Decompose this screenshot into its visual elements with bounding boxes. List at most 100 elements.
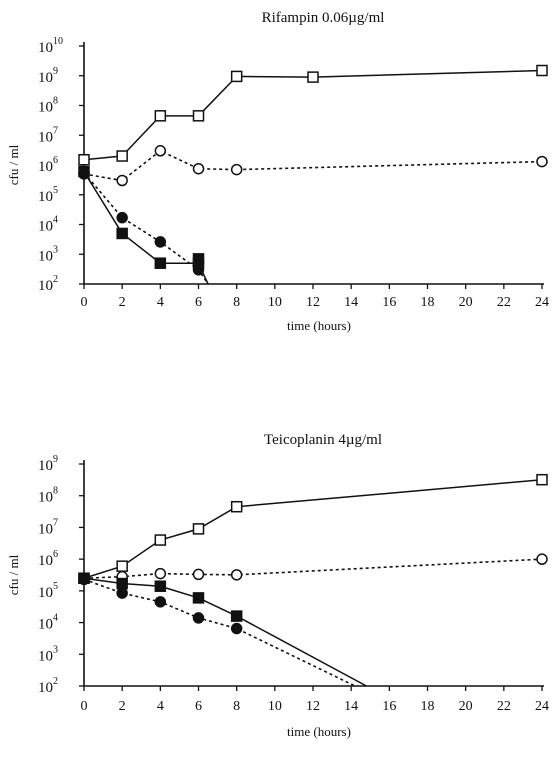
data-point-circle [192,264,205,276]
x-tick-label: 24 [535,699,549,714]
data-point-square [116,560,128,572]
data-point-square [192,253,205,265]
y-tick-label: 103 [38,644,58,664]
x-tick-label: 14 [344,295,358,310]
y-axis-label: cfu / ml [6,554,21,595]
x-tick-label: 10 [268,295,282,310]
data-point-circle [116,587,128,599]
data-point-circle [230,163,243,176]
chart-title: Rifampin 0.06µg/ml [262,10,385,26]
data-point-square [192,592,205,604]
data-point-circle [230,569,243,581]
data-point-square [230,500,243,513]
data-point-square [154,110,167,122]
data-point-square [154,257,167,269]
data-point-circle [154,145,167,157]
y-tick-label: 103 [38,244,58,264]
data-point-square [192,523,205,535]
series-open-circle [78,553,548,584]
y-tick-label: 105 [38,581,58,601]
y-tick-label: 104 [38,215,58,235]
teicoplanin-chart: Teicoplanin 4µg/ml0 2 4 6 8 10 12 14 16 18 20 22 241… [6,432,549,739]
x-tick-label: 20 [459,699,473,714]
x-tick-label: 4 [157,295,164,310]
x-tick-label: 10 [268,699,282,714]
y-tick-label: 109 [38,66,58,86]
data-point-square [116,150,128,162]
data-point-square [230,610,243,622]
data-point-circle [536,155,548,168]
y-tick-label: 108 [38,486,58,506]
y-tick-label: 109 [38,454,58,474]
series-open-circle [78,145,548,187]
data-point-circle [78,573,90,586]
data-point-square [230,70,243,83]
x-axis-label: time (hours) [287,318,351,333]
data-point-square [116,577,128,590]
data-point-circle [116,211,128,224]
x-axis-label: time (hours) [287,724,351,739]
x-tick-label: 2 [119,699,126,714]
series-filled-square-extra [192,253,205,265]
data-point-square [536,473,548,486]
data-point-circle [192,612,205,624]
series-line [83,69,543,161]
x-tick-label: 4 [157,699,164,714]
x-tick-label: 18 [421,699,435,714]
series-line [83,558,543,580]
series-line [83,172,209,285]
series-line [83,577,367,687]
x-tick-label: 14 [344,699,358,714]
x-tick-label: 24 [535,295,549,310]
x-tick-label: 12 [306,699,320,714]
x-tick-label: 0 [81,699,88,714]
x-tick-label: 18 [421,295,435,310]
data-point-circle [116,174,128,187]
series-open-square [78,64,548,166]
data-point-square [154,534,167,546]
x-tick-label: 8 [233,295,240,310]
x-tick-label: 20 [459,295,473,310]
y-tick-label: 106 [38,155,58,175]
x-tick-label: 12 [306,295,320,310]
data-point-circle [536,553,548,565]
x-tick-label: 8 [233,699,240,714]
y-tick-label: 104 [38,613,58,633]
series-line [83,171,209,285]
data-point-circle [78,166,90,179]
y-tick-label: 102 [38,676,58,696]
x-tick-label: 22 [497,699,511,714]
series-open-square [78,473,548,584]
series-filled-circle [78,166,209,285]
series-line [83,478,543,579]
series-filled-square [78,572,367,687]
series-line [83,578,356,687]
series-filled-circle [78,573,356,687]
x-tick-label: 16 [382,295,396,310]
x-tick-label: 6 [195,699,202,714]
data-point-circle [154,567,167,580]
x-tick-label: 0 [81,295,88,310]
y-tick-label: 102 [38,274,58,294]
data-point-square [154,580,167,592]
series-line [83,149,543,182]
data-point-circle [154,236,167,248]
rifampin-chart: Rifampin 0.06µg/ml0 2 4 6 8 10 12 14 16 18 20 22 241… [6,10,549,333]
data-point-circle [192,568,205,581]
y-tick-label: 107 [38,517,58,537]
data-point-square [192,110,205,122]
data-point-square [536,64,548,77]
y-tick-label: 107 [38,125,58,145]
data-point-square [307,71,319,83]
x-tick-label: 16 [382,699,396,714]
data-point-circle [192,162,205,175]
x-tick-label: 22 [497,295,511,310]
data-point-square [116,227,128,240]
data-point-circle [154,596,167,608]
x-tick-label: 2 [119,295,126,310]
y-tick-label: 105 [38,185,58,205]
data-point-circle [230,622,243,635]
chart-title: Teicoplanin 4µg/ml [264,432,382,448]
data-point-square [78,154,90,166]
